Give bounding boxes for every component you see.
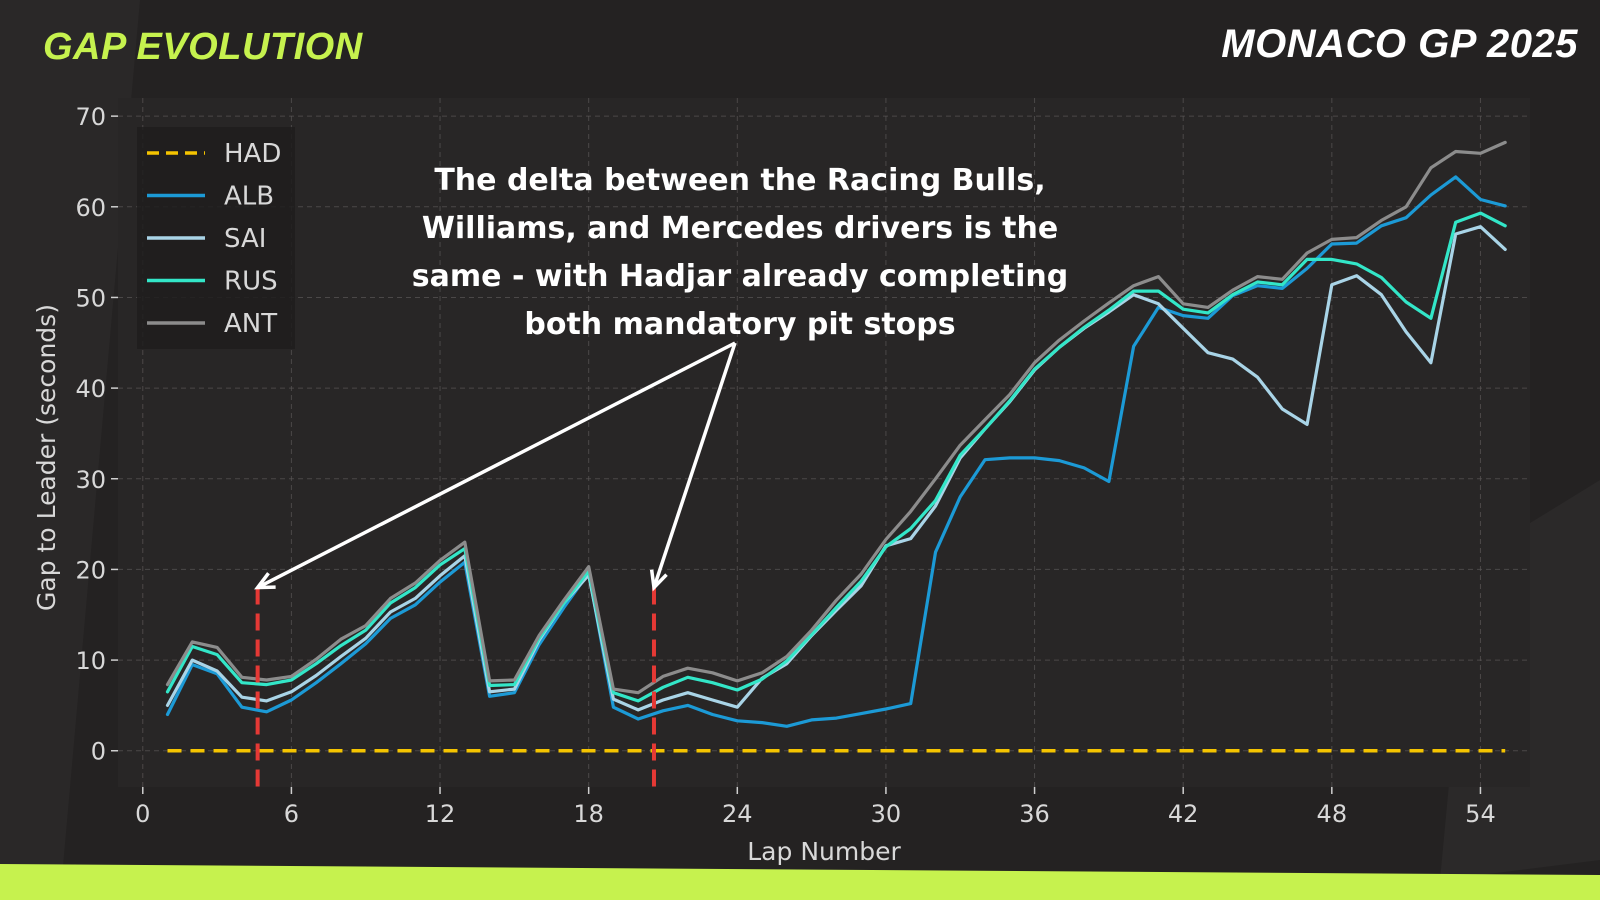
accent-stripe: [0, 864, 1600, 900]
annotation-line: both mandatory pit stops: [524, 307, 955, 342]
x-tick-label: 48: [1317, 800, 1348, 828]
annotation-line: Williams, and Mercedes drivers is the: [422, 211, 1058, 246]
legend-label: HAD: [224, 139, 281, 169]
x-tick-label: 0: [135, 800, 150, 828]
footer: [0, 864, 1600, 900]
y-tick-label: 30: [75, 466, 106, 494]
y-tick-label: 60: [75, 194, 106, 222]
series-line-alb: [165, 175, 1507, 728]
annotation-arrowhead: [254, 572, 276, 590]
legend-label: ANT: [224, 309, 277, 339]
bg-streak: [0, 0, 140, 900]
annotation-line: same - with Hadjar already completing: [412, 259, 1068, 294]
annotation-arrow: [256, 341, 736, 590]
plot-area: [118, 98, 1530, 787]
header-title: GAP EVOLUTION: [43, 26, 363, 68]
series-lines: [165, 140, 1507, 753]
x-tick-label: 42: [1168, 800, 1199, 828]
legend-label: RUS: [224, 267, 278, 297]
series-line-rus: [165, 211, 1507, 703]
pit-markers: [255, 587, 656, 791]
y-tick-label: 40: [75, 375, 106, 403]
legend: HAD ALB SAI RUS ANT: [137, 127, 295, 349]
annotation: The delta between the Racing Bulls, Willi…: [254, 163, 1068, 592]
series-line-ant: [165, 140, 1507, 695]
race-title: MONACO GP 2025: [1221, 22, 1578, 66]
x-tick-label: 12: [425, 800, 456, 828]
x-axis-label: Lap Number: [747, 837, 901, 866]
x-tick-label: 18: [573, 800, 604, 828]
y-tick-label: 10: [75, 647, 106, 675]
x-tick-label: 54: [1465, 800, 1496, 828]
series-line-sai: [165, 225, 1507, 712]
legend-label: SAI: [224, 224, 266, 254]
x-tick-label: 24: [722, 800, 753, 828]
grid: [118, 98, 1530, 787]
annotation-arrow: [652, 342, 737, 589]
y-tick-label: 70: [75, 103, 106, 131]
axes: 0 6 12 18 24 30 36 42 48 54 0 10 20 30 40 50 60 70 Lap Num…: [32, 103, 1496, 866]
annotation-line: The delta between the Racing Bulls,: [434, 163, 1045, 198]
x-tick-label: 30: [871, 800, 902, 828]
x-tick-label: 6: [284, 800, 299, 828]
legend-label: ALB: [224, 182, 274, 212]
x-tick-label: 36: [1019, 800, 1050, 828]
y-tick-label: 0: [91, 738, 106, 766]
annotation-arrowhead: [649, 569, 668, 592]
y-tick-label: 20: [75, 556, 106, 584]
y-axis-label: Gap to Leader (seconds): [32, 304, 61, 611]
y-tick-label: 50: [75, 284, 106, 312]
